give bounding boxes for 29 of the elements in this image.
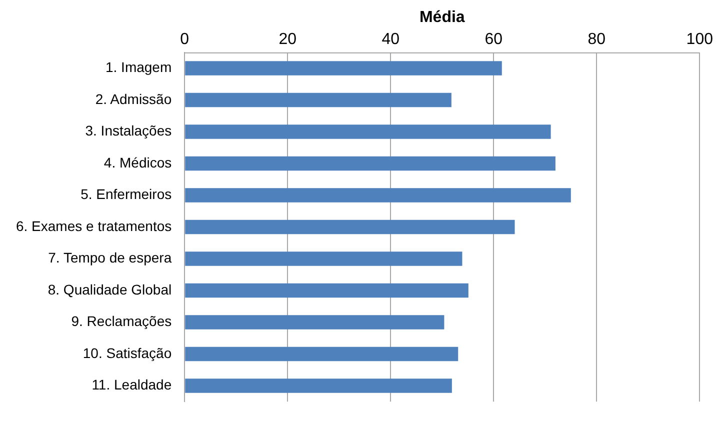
bar bbox=[185, 315, 444, 330]
bar bbox=[185, 156, 556, 171]
y-tick-label: 1. Imagem bbox=[105, 59, 172, 76]
y-tick-label: 2. Admissão bbox=[95, 90, 172, 107]
bar bbox=[185, 61, 502, 76]
x-tick-label: 100 bbox=[686, 31, 714, 48]
y-tick-label: 4. Médicos bbox=[104, 154, 172, 170]
y-tick-label: 7. Tempo de espera bbox=[48, 250, 172, 266]
bar bbox=[185, 124, 551, 139]
x-tick-label: 40 bbox=[382, 31, 400, 48]
x-tick-label: 60 bbox=[484, 31, 503, 48]
y-tick-label: 6. Exames e tratamentos bbox=[16, 218, 172, 234]
y-tick-label: 9. Reclamações bbox=[71, 313, 172, 330]
bar bbox=[185, 378, 452, 393]
bar bbox=[185, 188, 571, 202]
x-tick-label: 80 bbox=[588, 31, 606, 48]
x-axis-title: Média bbox=[419, 9, 465, 26]
x-tick-label: 0 bbox=[180, 31, 190, 48]
bar bbox=[185, 252, 462, 266]
y-tick-label: 10. Satisfação bbox=[82, 344, 172, 361]
y-tick-label: 11. Lealdade bbox=[92, 376, 172, 393]
y-tick-label: 5. Enfermeiros bbox=[80, 186, 172, 202]
bar bbox=[185, 220, 515, 234]
bar bbox=[185, 346, 458, 362]
x-tick-label: 20 bbox=[278, 31, 297, 48]
bar bbox=[185, 283, 468, 298]
bar bbox=[185, 92, 452, 108]
y-tick-label: 8. Qualidade Global bbox=[48, 281, 172, 298]
y-tick-label: 3. Instalações bbox=[85, 122, 172, 139]
